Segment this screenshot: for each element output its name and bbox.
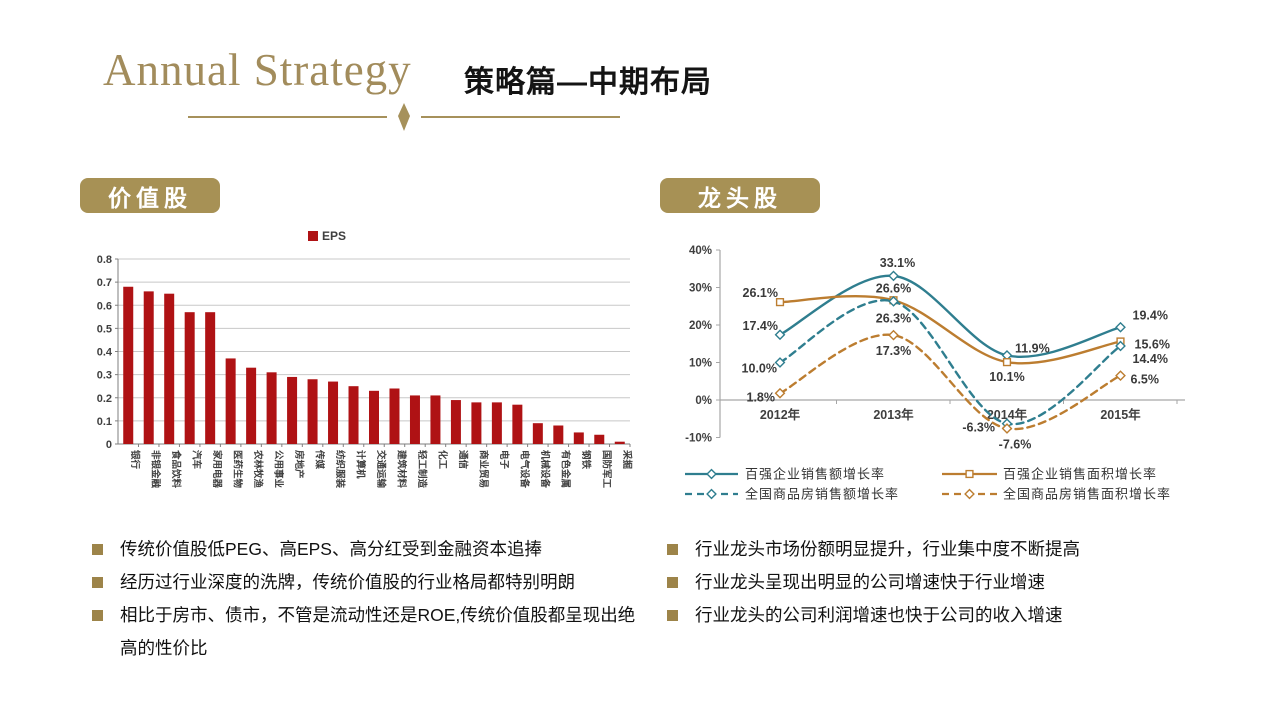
svg-text:电气设备: 电气设备: [518, 450, 530, 489]
svg-text:纺织服装: 纺织服装: [334, 450, 346, 489]
svg-text:11.9%: 11.9%: [1015, 341, 1050, 355]
svg-text:0.2: 0.2: [97, 393, 112, 405]
svg-text:-6.3%: -6.3%: [962, 421, 995, 435]
svg-text:0.6: 0.6: [97, 300, 112, 312]
svg-text:化工: 化工: [436, 450, 448, 470]
bullet-text: 传统价值股低PEG、高EPS、高分红受到金融资本追捧: [120, 539, 542, 559]
svg-text:轻工制造: 轻工制造: [416, 450, 428, 489]
svg-text:26.1%: 26.1%: [743, 286, 778, 300]
svg-text:食品饮料: 食品饮料: [170, 449, 182, 489]
svg-text:10%: 10%: [689, 358, 712, 370]
svg-text:0: 0: [106, 439, 112, 451]
svg-text:钢铁: 钢铁: [580, 450, 592, 470]
badge-value-stocks: 价值股: [80, 178, 220, 213]
bullet-item: 相比于房市、债市，不管是流动性还是ROE,传统价值股都呈现出绝高的性价比: [90, 599, 640, 665]
divider-line-left: [188, 116, 387, 118]
bullet-text: 行业龙头市场份额明显提升，行业集中度不断提高: [695, 539, 1080, 559]
bullet-item: 经历过行业深度的洗牌，传统价值股的行业格局都特别明朗: [90, 566, 640, 599]
svg-text:19.4%: 19.4%: [1133, 308, 1168, 322]
svg-text:有色金属: 有色金属: [559, 450, 571, 488]
badge-leader-stocks: 龙头股: [660, 178, 820, 213]
bullet-item: 传统价值股低PEG、高EPS、高分红受到金融资本追捧: [90, 533, 640, 566]
svg-text:农林牧渔: 农林牧渔: [252, 449, 264, 489]
svg-text:全国商品房销售额增长率: 全国商品房销售额增长率: [745, 487, 899, 502]
eps-bar-chart: 0 0.1 0.2 0.3 0.4 0.5 0.6 0.7 0.8 银行 非银金融 食品饮料 汽车 家用电…: [97, 229, 633, 489]
svg-text:通信: 通信: [457, 450, 469, 470]
svg-text:20%: 20%: [689, 320, 712, 332]
bullet-square-icon: [667, 610, 678, 621]
svg-text:采掘: 采掘: [621, 449, 633, 470]
svg-text:全国商品房销售面积增长率: 全国商品房销售面积增长率: [1003, 487, 1171, 502]
svg-text:百强企业销售面积增长率: 百强企业销售面积增长率: [1003, 467, 1157, 482]
svg-text:家用电器: 家用电器: [211, 450, 223, 489]
bullet-square-icon: [92, 610, 103, 621]
svg-text:26.6%: 26.6%: [876, 281, 911, 295]
bullet-item: 行业龙头的公司利润增速也快于公司的收入增速: [665, 599, 1195, 632]
bullet-square-icon: [92, 577, 103, 588]
svg-text:非银金融: 非银金融: [150, 450, 162, 489]
diamond-ornament-icon: [398, 103, 410, 131]
svg-text:0.7: 0.7: [97, 277, 112, 289]
svg-text:公用事业: 公用事业: [273, 450, 285, 489]
svg-text:30%: 30%: [689, 283, 712, 295]
slide-title-chinese: 策略篇—中期布局: [464, 66, 712, 99]
svg-text:医药生物: 医药生物: [232, 450, 244, 489]
bullet-text: 经历过行业深度的洗牌，传统价值股的行业格局都特别明朗: [120, 572, 575, 592]
svg-text:传媒: 传媒: [314, 449, 326, 470]
svg-text:百强企业销售额增长率: 百强企业销售额增长率: [745, 467, 885, 482]
svg-text:房地产: 房地产: [293, 450, 305, 479]
svg-text:2015年: 2015年: [1100, 407, 1141, 422]
svg-text:银行: 银行: [129, 450, 141, 470]
bullet-text: 相比于房市、债市，不管是流动性还是ROE,传统价值股都呈现出绝高的性价比: [120, 605, 636, 658]
bullet-text: 行业龙头的公司利润增速也快于公司的收入增速: [695, 605, 1063, 625]
bullet-item: 行业龙头市场份额明显提升，行业集中度不断提高: [665, 533, 1195, 566]
svg-text:2013年: 2013年: [873, 407, 914, 422]
svg-text:0.4: 0.4: [97, 347, 113, 359]
svg-text:-10%: -10%: [685, 433, 712, 445]
bullet-square-icon: [667, 544, 678, 555]
svg-text:6.5%: 6.5%: [1131, 373, 1160, 387]
svg-text:0.1: 0.1: [97, 416, 112, 428]
bullet-square-icon: [667, 577, 678, 588]
svg-text:2012年: 2012年: [760, 407, 801, 422]
svg-text:26.3%: 26.3%: [876, 311, 911, 325]
svg-text:商业贸易: 商业贸易: [477, 450, 489, 488]
svg-text:机械设备: 机械设备: [539, 450, 551, 489]
slide-title-english: Annual Strategy: [103, 45, 412, 95]
svg-text:17.3%: 17.3%: [876, 344, 911, 358]
growth-line-chart: 40%30%20%10%0%-10%2012年 2013年 2014年 2015年17…: [685, 245, 1185, 502]
svg-text:国防军工: 国防军工: [600, 450, 612, 489]
divider-line-right: [421, 116, 620, 118]
title-divider: [188, 103, 620, 131]
svg-text:0.3: 0.3: [97, 370, 112, 382]
bullet-item: 行业龙头呈现出明显的公司增速快于行业增速: [665, 566, 1195, 599]
svg-text:电子: 电子: [498, 450, 510, 470]
svg-text:0.8: 0.8: [97, 254, 112, 266]
bullet-text: 行业龙头呈现出明显的公司增速快于行业增速: [695, 572, 1045, 592]
svg-text:交通运输: 交通运输: [375, 450, 387, 489]
svg-text:17.4%: 17.4%: [743, 319, 778, 333]
svg-text:10.0%: 10.0%: [742, 362, 777, 376]
svg-text:0.5: 0.5: [97, 323, 112, 335]
svg-text:0%: 0%: [695, 395, 712, 407]
leader-stocks-bullets: 行业龙头市场份额明显提升，行业集中度不断提高 行业龙头呈现出明显的公司增速快于行…: [665, 533, 1195, 632]
svg-text:1.8%: 1.8%: [747, 390, 776, 404]
svg-text:计算机: 计算机: [355, 450, 367, 479]
svg-text:15.6%: 15.6%: [1135, 338, 1170, 352]
svg-text:40%: 40%: [689, 245, 712, 257]
svg-text:33.1%: 33.1%: [880, 256, 915, 270]
svg-text:-7.6%: -7.6%: [999, 438, 1032, 452]
bullet-square-icon: [92, 544, 103, 555]
svg-text:EPS: EPS: [322, 229, 346, 243]
svg-text:14.4%: 14.4%: [1133, 352, 1168, 366]
svg-text:建筑材料: 建筑材料: [395, 449, 407, 489]
svg-text:汽车: 汽车: [191, 450, 203, 470]
svg-text:10.1%: 10.1%: [989, 370, 1024, 384]
value-stocks-bullets: 传统价值股低PEG、高EPS、高分红受到金融资本追捧 经历过行业深度的洗牌，传统…: [90, 533, 640, 665]
